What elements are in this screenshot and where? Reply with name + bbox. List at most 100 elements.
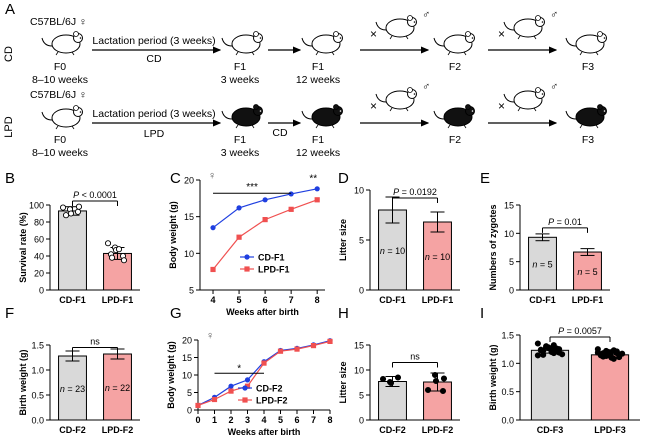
data-point-lpd-f1 — [104, 240, 112, 247]
y-tick-label-G: 5 — [187, 388, 192, 398]
data-point-cd-f3 — [556, 349, 563, 356]
bar-lpd-f2 — [103, 353, 132, 421]
data-point-lpd-f2 — [431, 371, 439, 379]
point-cd-f2 — [228, 383, 234, 389]
legend-marker-cd-f2 — [242, 385, 248, 391]
x-tick-label-G: 2 — [228, 415, 233, 425]
panel-letter-f: F — [5, 305, 14, 322]
mouse-f2-lpd-icon — [433, 104, 475, 129]
male-mouse-cd-1-icon — [375, 15, 417, 40]
significance-label-E: P = 0.01 — [548, 217, 582, 227]
significance-label-D: P = 0.0192 — [393, 187, 437, 197]
f1-age-3w-cd: 3 weeks — [221, 74, 260, 86]
significance-label-C-1: *** — [246, 182, 258, 193]
n-label-lpd-f1: n = 10 — [425, 252, 450, 262]
y-axis-label-G: Body weight (g) — [166, 341, 176, 409]
point-cd-f2 — [244, 377, 251, 383]
y-tick-label-B: 0 — [39, 286, 44, 296]
diet-label-cd: CD — [146, 53, 162, 65]
significance-label-G: * — [237, 363, 241, 374]
point-lpd-f1 — [236, 234, 242, 240]
point-cd-f1 — [288, 191, 294, 197]
n-label-lpd-f2: n = 22 — [105, 383, 130, 393]
y-tick-label-H: 0 — [359, 416, 364, 426]
category-label-cd-f3: CD-F3 — [537, 425, 564, 435]
panel-letter-c: C — [170, 170, 181, 187]
y-tick-label-F: 0.5 — [31, 391, 44, 401]
male-symbol-cd-2: ♂ — [550, 9, 558, 21]
point-lpd-f2 — [228, 388, 234, 394]
cross-symbol-cd-2: × — [498, 27, 505, 41]
x-tick-label-G: 6 — [294, 415, 299, 425]
panel-letter-e: E — [480, 170, 490, 187]
x-tick-label-G: 8 — [327, 415, 332, 425]
f3-label-cd: F3 — [582, 61, 594, 73]
male-symbol-lpd-1: ♂ — [422, 81, 430, 93]
legend-label-lpd-f1: LPD-F1 — [258, 265, 290, 275]
cross-symbol-lpd-1: × — [370, 99, 377, 113]
point-lpd-f2 — [261, 360, 267, 366]
legend-marker-lpd-f2 — [242, 397, 248, 403]
y-tick-label-G: 15 — [182, 353, 192, 363]
cd-mid-label: CD — [272, 127, 288, 139]
y-tick-label-H: 15 — [354, 341, 364, 351]
x-tick-label-G: 4 — [261, 415, 266, 425]
y-axis-label-E: Numbers of zygotes — [488, 204, 498, 290]
y-tick-label-C: 20 — [184, 176, 194, 186]
y-tick-label-D: 5 — [359, 236, 364, 246]
panel-letter-b: B — [5, 170, 15, 187]
bar-cd-f1 — [58, 210, 87, 291]
point-cd-f1 — [210, 225, 216, 231]
lactation-label-cd: Lactation period (3 weeks) — [92, 35, 215, 47]
y-axis-label-F: Birth weight (g) — [18, 350, 28, 416]
category-label-cd-f1: CD-F1 — [379, 295, 406, 305]
y-tick-label-E: 15 — [504, 201, 514, 211]
point-lpd-f2 — [327, 338, 333, 344]
strain-label-cd: C57BL/6J ♀ — [30, 16, 87, 28]
data-point-cd-f2 — [387, 379, 395, 387]
point-lpd-f2 — [277, 348, 284, 354]
n-label-cd-f2: n = 23 — [60, 384, 85, 394]
panel-a-schematic: A CD C57BL/6J ♀ F0 8–10 weeks Lactation … — [3, 1, 607, 159]
y-tick-label-F: 1.0 — [31, 366, 44, 376]
data-point-lpd-f2 — [432, 377, 440, 385]
category-label-cd-f1: CD-F1 — [529, 295, 556, 305]
y-tick-label-H: 5 — [359, 391, 364, 401]
data-point-cd-f1 — [74, 208, 82, 215]
data-point-lpd-f3 — [600, 350, 607, 357]
legend-marker-lpd-f1 — [244, 266, 250, 272]
y-tick-label-G: 10 — [182, 371, 192, 381]
y-tick-label-G: 20 — [182, 336, 192, 346]
y-tick-label-H: 10 — [354, 366, 364, 376]
y-tick-label-B: 60 — [34, 235, 44, 245]
category-label-lpd-f2: LPD-F2 — [102, 425, 134, 435]
point-lpd-f2 — [211, 396, 218, 403]
f0-label-cd: F0 — [54, 61, 66, 73]
data-point-cd-f2 — [394, 374, 402, 381]
data-point-cd-f1 — [59, 204, 67, 211]
category-label-lpd-f1: LPD-F1 — [102, 295, 134, 305]
bar-cd-f2 — [378, 381, 407, 421]
point-lpd-f1 — [288, 206, 294, 212]
y-tick-label-D: 10 — [354, 186, 364, 196]
female-symbol-C: ♀ — [208, 170, 216, 182]
category-label-cd-f2: CD-F2 — [379, 425, 406, 435]
data-point-cd-f3 — [534, 340, 541, 347]
mouse-f2-cd-icon — [433, 31, 475, 56]
y-tick-label-F: 0.0 — [31, 416, 44, 426]
y-tick-label-E: 0 — [509, 286, 514, 296]
y-tick-label-B: 80 — [34, 218, 44, 228]
male-symbol-cd-1: ♂ — [422, 9, 430, 21]
x-axis-label-G: Weeks after birth — [228, 427, 301, 437]
y-tick-label-D: 0 — [359, 286, 364, 296]
panel-letter-h: H — [338, 305, 349, 322]
x-tick-label-C: 5 — [237, 295, 242, 305]
strain-label-lpd: C57BL/6J ♀ — [30, 89, 87, 101]
point-lpd-f1 — [262, 217, 268, 223]
n-label-cd-f1: n = 10 — [380, 246, 405, 256]
mouse-f1-3w-lpd-icon — [221, 104, 263, 129]
mouse-f0-cd-icon — [41, 31, 83, 56]
category-label-lpd-f2: LPD-F2 — [422, 425, 454, 435]
